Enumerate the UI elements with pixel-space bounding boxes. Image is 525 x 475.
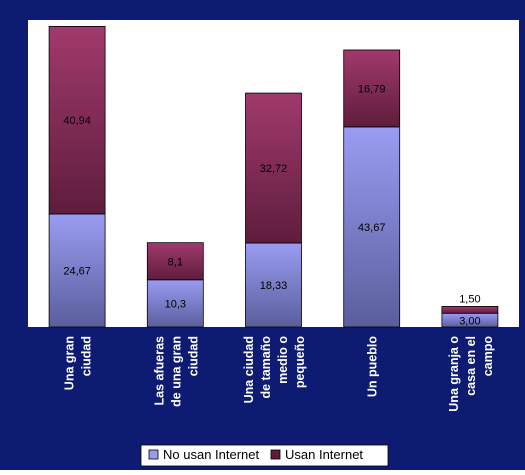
bar-segment-usan-3 [245,92,302,244]
bar-segment-no-usan-4 [343,126,401,328]
bar-segment-usan-1 [48,25,106,215]
x-tick-label-line: Un pueblo [366,336,380,397]
data-label-no-usan-2: 10,3 [165,298,186,310]
data-label-usan-5: 1,50 [459,293,480,305]
x-axis-labels: Una gran ciudad Las afueras de una gran ciud… [63,336,495,412]
bar-segment-usan-5 [441,305,499,314]
x-tick-label-line: Una granja o [447,336,461,412]
x-tick-label-line: ciudad [186,336,200,376]
data-label-no-usan-1: 24,67 [63,265,91,277]
x-tick-label-4: Un pueblo [366,336,380,397]
data-label-no-usan-5: 3,00 [459,316,480,328]
data-label-no-usan-4: 43,67 [358,222,386,234]
legend-swatch-usan [270,449,281,460]
data-label-usan-1: 40,94 [63,115,91,127]
x-tick-label-line: Las afueras [152,336,166,406]
bar-segment-usan-4 [343,49,401,128]
legend-label-usan: Usan Internet [285,447,363,462]
data-label-usan-3: 32,72 [260,163,288,175]
x-tick-label-line: Una gran [63,336,77,390]
x-tick-label-line: de una gran [169,336,183,407]
legend-box [140,444,389,467]
data-label-no-usan-3: 18,33 [260,280,288,292]
x-tick-label-2: Las afueras de una gran ciudad [152,336,200,407]
x-tick-label-1: Una gran ciudad [63,336,94,390]
bars-layer [48,25,499,328]
x-tick-label-line: pequeño [293,336,307,388]
data-label-usan-2: 8,1 [168,256,183,268]
x-tick-label-line: casa en el [464,336,478,396]
x-tick-label-5: Una granja o casa en el campo [447,336,495,412]
x-tick-label-line: medio o [276,336,290,384]
data-labels-layer: 24,67 40,94 10,3 8,1 18,33 32,72 43,67 16,79 3,0… [63,83,480,327]
bar-segment-no-usan-3 [245,242,302,328]
x-tick-label-line: ciudad [80,336,94,376]
bar-segment-no-usan-1 [48,213,106,328]
legend-label-no-usan: No usan Internet [163,447,260,462]
x-tick-label-line: campo [481,336,495,377]
x-tick-label-3: Una ciudad de tamaño medio o pequeño [242,336,307,404]
legend-swatch-no-usan [148,449,159,460]
x-tick-label-line: Una ciudad [242,336,256,403]
legend: No usan Internet Usan Internet [140,444,389,467]
data-label-usan-4: 16,79 [358,83,386,95]
bar-segment-no-usan-2 [146,279,204,328]
bar-segment-usan-2 [146,242,204,281]
x-tick-label-line: de tamaño [259,336,273,399]
